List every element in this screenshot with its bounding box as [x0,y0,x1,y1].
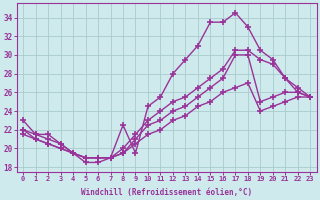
X-axis label: Windchill (Refroidissement éolien,°C): Windchill (Refroidissement éolien,°C) [81,188,252,197]
